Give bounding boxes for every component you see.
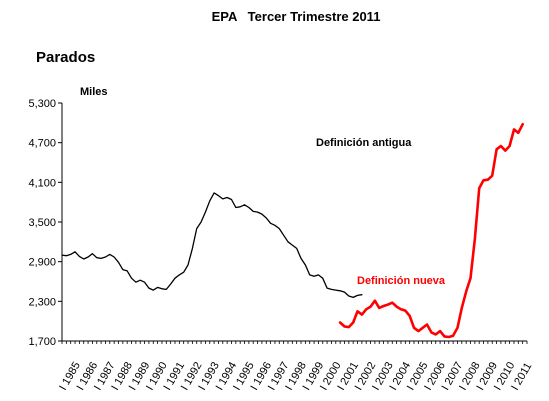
y-axis-ticks: 1,700 2,300 2,900 3,500 4,100 4,700 5,300: [28, 98, 62, 348]
chart-subtitle: Parados: [36, 49, 95, 66]
y-tick-label: 1,700: [28, 336, 56, 348]
series-line-new-definition: [338, 122, 525, 339]
y-tick-label: 4,700: [28, 138, 56, 150]
axes: [61, 103, 527, 342]
y-tick-label: 2,300: [28, 296, 56, 308]
annotation-new-definition: Definición nueva: [357, 275, 446, 287]
y-tick-label: 2,900: [28, 257, 56, 269]
annotation-old-definition: Definición antigua: [316, 137, 412, 149]
chart-title: EPA Tercer Trimestre 2011: [212, 9, 381, 24]
y-tick-label: 5,300: [28, 98, 56, 110]
y-tick-label: 4,100: [28, 177, 56, 189]
series-lines: [61, 122, 525, 339]
y-tick-label: 3,500: [28, 217, 56, 229]
y-axis-unit-label: Miles: [80, 86, 108, 98]
series-line-old-definition: [61, 192, 363, 299]
